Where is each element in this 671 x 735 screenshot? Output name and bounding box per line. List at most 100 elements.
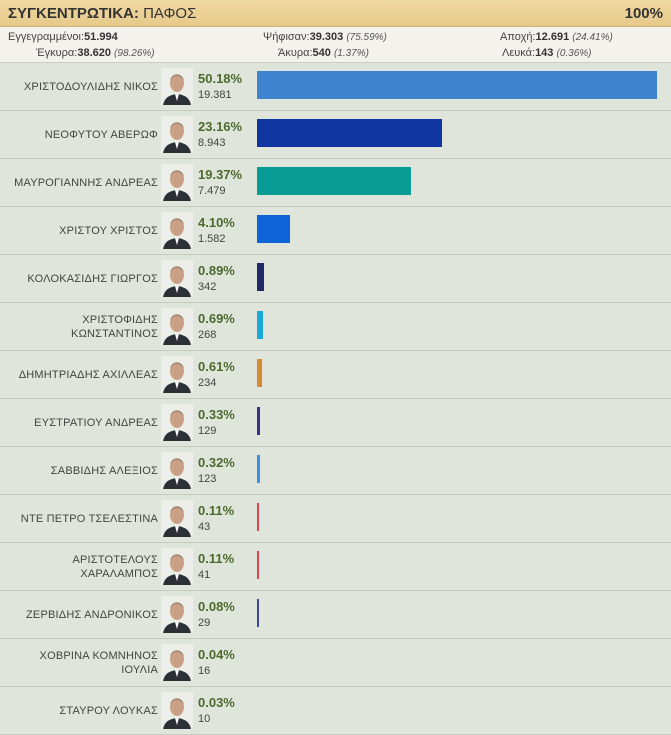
candidate-photo xyxy=(161,116,193,153)
candidate-percent: 0.11% xyxy=(198,503,235,518)
candidate-bar xyxy=(257,551,259,579)
candidate-row: ΖΕΡΒΙΔΗΣ ΑΝΔΡΟΝΙΚΟΣ 0.08% 29 xyxy=(0,591,671,639)
stat-valid-pct: (98.26%) xyxy=(114,48,155,59)
candidate-bar xyxy=(257,503,259,531)
stats-panel: Εγγεγραμμένοι:51.994 Ψήφισαν:39.303 (75.… xyxy=(0,27,671,63)
candidate-bar xyxy=(257,359,262,387)
candidate-row: ΣΤΑΥΡΟΥ ΛΟΥΚΑΣ 0.03% 10 xyxy=(0,687,671,735)
candidate-name: ΧΡΙΣΤΟΦΙΔΗΣ ΚΩΝΣΤΑΝΤΙΝΟΣ xyxy=(71,313,158,340)
candidate-photo xyxy=(161,164,193,201)
candidate-name: ΝΤΕ ΠΕΤΡΟ ΤΣΕΛΕΣΤΙΝΑ xyxy=(20,512,158,525)
candidate-photo xyxy=(161,308,193,345)
candidate-photo xyxy=(161,596,193,633)
header-title: ΣΥΓΚΕΝΤΡΩΤΙΚΑ: ΠΑΦΟΣ xyxy=(8,5,196,22)
candidate-photo xyxy=(161,68,193,105)
candidate-percent: 0.89% xyxy=(198,263,235,278)
candidate-name: ΧΡΙΣΤΟΥ ΧΡΙΣΤΟΣ xyxy=(59,224,158,237)
candidate-percent: 4.10% xyxy=(198,215,235,230)
candidate-row: ΕΥΣΤΡΑΤΙΟΥ ΑΝΔΡΕΑΣ 0.33% 129 xyxy=(0,399,671,447)
candidate-votes: 342 xyxy=(198,281,217,293)
candidate-row: ΝΕΟΦΥΤΟΥ ΑΒΕΡΩΦ 23.16% 8.943 xyxy=(0,111,671,159)
stat-valid-value: 38.620 xyxy=(77,47,111,59)
stat-valid: Έγκυρα:38.620 (98.26%) xyxy=(36,47,155,59)
candidate-bar xyxy=(257,311,263,339)
stat-voted: Ψήφισαν:39.303 (75.59%) xyxy=(263,31,387,43)
candidate-votes: 10 xyxy=(198,713,211,725)
candidate-name: ΝΕΟΦΥΤΟΥ ΑΒΕΡΩΦ xyxy=(44,128,158,141)
candidate-row: ΧΡΙΣΤΟΦΙΔΗΣ ΚΩΝΣΤΑΝΤΙΝΟΣ 0.69% 268 xyxy=(0,303,671,351)
candidate-votes: 29 xyxy=(198,617,211,629)
candidate-row: ΧΟΒΡΙΝΑ ΚΟΜΝΗΝΟΣ ΙΟΥΛΙΑ 0.04% 16 xyxy=(0,639,671,687)
candidate-name: ΔΗΜΗΤΡΙΑΔΗΣ ΑΧΙΛΛΕΑΣ xyxy=(18,368,158,381)
candidate-percent: 0.03% xyxy=(198,695,235,710)
candidate-bar xyxy=(257,599,259,627)
stat-registered-value: 51.994 xyxy=(84,31,118,43)
candidate-percent: 0.32% xyxy=(198,455,235,470)
stat-abstention-label: Αποχή: xyxy=(500,31,536,43)
candidate-list: ΧΡΙΣΤΟΔΟΥΛΙΔΗΣ ΝΙΚΟΣ 50.18% 19.381 ΝΕΟΦΥΤΟΥ… xyxy=(0,63,671,735)
stat-invalid-value: 540 xyxy=(312,47,331,59)
header-title-place: ΠΑΦΟΣ xyxy=(143,4,197,22)
candidate-name: ΧΡΙΣΤΟΔΟΥΛΙΔΗΣ ΝΙΚΟΣ xyxy=(23,80,158,93)
candidate-photo xyxy=(161,452,193,489)
candidate-photo xyxy=(161,644,193,681)
candidate-percent: 50.18% xyxy=(198,71,243,86)
stat-abstention-value: 12.691 xyxy=(535,31,570,43)
candidate-bar xyxy=(257,263,265,291)
candidate-votes: 234 xyxy=(198,377,217,389)
candidate-row: ΜΑΥΡΟΓΙΑΝΝΗΣ ΑΝΔΡΕΑΣ 19.37% 7.479 xyxy=(0,159,671,207)
candidate-percent: 23.16% xyxy=(198,119,243,134)
candidate-bar xyxy=(257,215,290,243)
header-title-bold: ΣΥΓΚΕΝΤΡΩΤΙΚΑ: xyxy=(8,4,139,22)
stat-abstention: Αποχή:12.691 (24.41%) xyxy=(500,31,613,43)
candidate-photo xyxy=(161,404,193,441)
candidate-name: ΑΡΙΣΤΟΤΕΛΟΥΣ ΧΑΡΑΛΑΜΠΟΣ xyxy=(72,553,158,580)
candidate-votes: 7.479 xyxy=(198,185,226,197)
stat-voted-pct: (75.59%) xyxy=(346,32,387,43)
stat-voted-value: 39.303 xyxy=(309,31,344,43)
stat-invalid-pct: (1.37%) xyxy=(333,48,369,59)
candidate-votes: 268 xyxy=(198,329,217,341)
candidate-photo xyxy=(161,212,193,249)
stat-valid-label: Έγκυρα: xyxy=(36,47,78,59)
candidate-votes: 19.381 xyxy=(198,89,232,101)
candidate-name: ΧΟΒΡΙΝΑ ΚΟΜΝΗΝΟΣ ΙΟΥΛΙΑ xyxy=(39,649,158,676)
stat-registered-label: Εγγεγραμμένοι: xyxy=(8,31,85,43)
candidate-name: ΚΟΛΟΚΑΣΙΔΗΣ ΓΙΩΡΓΟΣ xyxy=(27,272,158,285)
stat-voted-label: Ψήφισαν: xyxy=(263,31,310,43)
candidate-percent: 0.61% xyxy=(198,359,235,374)
candidate-votes: 41 xyxy=(198,569,211,581)
results-header: ΣΥΓΚΕΝΤΡΩΤΙΚΑ: ΠΑΦΟΣ 100% xyxy=(0,0,671,27)
candidate-percent: 0.04% xyxy=(198,647,235,662)
candidate-bar xyxy=(257,407,260,435)
candidate-percent: 0.11% xyxy=(198,551,235,566)
candidate-row: ΣΑΒΒΙΔΗΣ ΑΛΕΞΙΟΣ 0.32% 123 xyxy=(0,447,671,495)
candidate-percent: 0.33% xyxy=(198,407,235,422)
candidate-row: ΝΤΕ ΠΕΤΡΟ ΤΣΕΛΕΣΤΙΝΑ 0.11% 43 xyxy=(0,495,671,543)
candidate-row: ΑΡΙΣΤΟΤΕΛΟΥΣ ΧΑΡΑΛΑΜΠΟΣ 0.11% 41 xyxy=(0,543,671,591)
stat-blank-value: 143 xyxy=(535,47,554,59)
candidate-bar xyxy=(257,455,260,483)
candidate-row: ΔΗΜΗΤΡΙΑΔΗΣ ΑΧΙΛΛΕΑΣ 0.61% 234 xyxy=(0,351,671,399)
candidate-row: ΧΡΙΣΤΟΔΟΥΛΙΔΗΣ ΝΙΚΟΣ 50.18% 19.381 xyxy=(0,63,671,111)
candidate-photo xyxy=(161,548,193,585)
candidate-votes: 16 xyxy=(198,665,211,677)
candidate-name: ΣΤΑΥΡΟΥ ΛΟΥΚΑΣ xyxy=(59,704,158,717)
candidate-photo xyxy=(161,692,193,729)
candidate-votes: 43 xyxy=(198,521,211,533)
candidate-photo xyxy=(161,356,193,393)
candidate-votes: 1.582 xyxy=(198,233,226,245)
candidate-row: ΚΟΛΟΚΑΣΙΔΗΣ ΓΙΩΡΓΟΣ 0.89% 342 xyxy=(0,255,671,303)
stat-invalid: Άκυρα:540 (1.37%) xyxy=(278,47,369,59)
candidate-name: ΣΑΒΒΙΔΗΣ ΑΛΕΞΙΟΣ xyxy=(50,464,158,477)
stat-abstention-pct: (24.41%) xyxy=(572,32,613,43)
stat-blank-label: Λευκά: xyxy=(502,47,536,59)
candidate-percent: 0.08% xyxy=(198,599,235,614)
header-percent: 100% xyxy=(624,4,663,22)
stat-blank: Λευκά:143 (0.36%) xyxy=(502,47,592,59)
candidate-name: ΕΥΣΤΡΑΤΙΟΥ ΑΝΔΡΕΑΣ xyxy=(34,416,158,429)
stat-invalid-label: Άκυρα: xyxy=(278,47,313,59)
candidate-name: ΜΑΥΡΟΓΙΑΝΝΗΣ ΑΝΔΡΕΑΣ xyxy=(14,176,158,189)
stat-blank-pct: (0.36%) xyxy=(556,48,592,59)
stat-registered: Εγγεγραμμένοι:51.994 xyxy=(8,31,118,43)
